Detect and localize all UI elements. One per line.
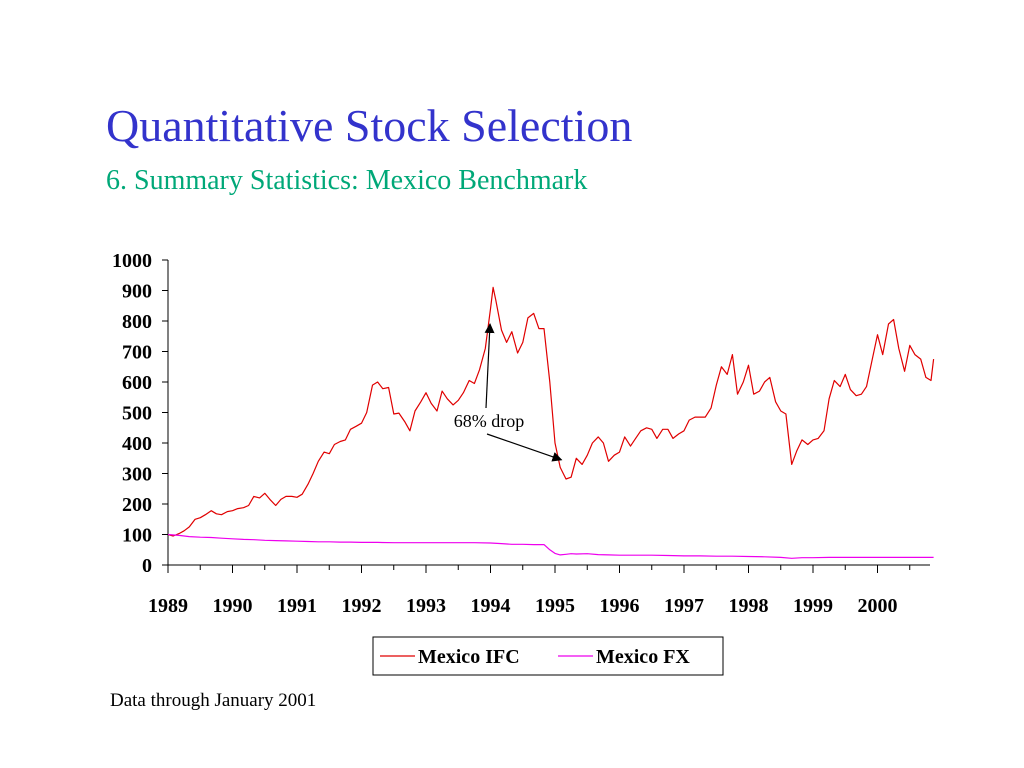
footnote: Data through January 2001 xyxy=(110,690,317,711)
x-tick-label: 1993 xyxy=(406,595,446,617)
series-line-mexico-fx xyxy=(167,533,934,559)
legend-box xyxy=(372,636,724,676)
annotation: 68% drop xyxy=(454,323,563,462)
x-tick-label: 2000 xyxy=(858,595,898,617)
x-tick-label: 1991 xyxy=(277,595,317,617)
legend: Mexico IFC Mexico FX xyxy=(372,636,724,676)
y-axis: 0 100 200 300 400 500 600 700 800 900 1000 xyxy=(112,250,169,577)
slide-title: Quantitative Stock Selection xyxy=(106,100,633,151)
x-tick-label: 1994 xyxy=(471,595,511,617)
y-tick-label: 0 xyxy=(142,555,152,577)
y-tick-label: 700 xyxy=(122,342,152,364)
x-tick-label: 1996 xyxy=(600,595,640,617)
x-tick-label: 1990 xyxy=(213,595,253,617)
series-layer xyxy=(167,286,935,559)
annotation-arrow-down xyxy=(486,433,563,462)
legend-item-mexico-fx: Mexico FX xyxy=(596,646,690,668)
x-axis: 1989 1990 1991 1992 1993 1994 1995 1996 1997 1998… xyxy=(148,564,930,617)
x-tick-label: 1998 xyxy=(729,595,769,617)
series-line-mexico-ifc xyxy=(167,286,935,537)
y-tick-label: 500 xyxy=(122,403,152,425)
annotation-arrow-up xyxy=(484,323,495,409)
y-tick-label: 100 xyxy=(122,525,152,547)
legend-item-mexico-ifc: Mexico IFC xyxy=(418,646,520,668)
x-tick-label: 1997 xyxy=(664,595,704,617)
y-tick-label: 400 xyxy=(122,433,152,455)
x-tick-label: 1989 xyxy=(148,595,188,617)
y-tick-label: 600 xyxy=(122,372,152,394)
y-tick-label: 200 xyxy=(122,494,152,516)
x-tick-label: 1995 xyxy=(535,595,575,617)
y-tick-label: 1000 xyxy=(112,250,152,272)
annotation-label: 68% drop xyxy=(454,411,525,431)
y-tick-label: 800 xyxy=(122,311,152,333)
y-tick-label: 900 xyxy=(122,281,152,303)
x-tick-label: 1999 xyxy=(793,595,833,617)
y-tick-label: 300 xyxy=(122,464,152,486)
slide-subtitle: 6. Summary Statistics: Mexico Benchmark xyxy=(106,165,588,196)
x-tick-label: 1992 xyxy=(342,595,382,617)
